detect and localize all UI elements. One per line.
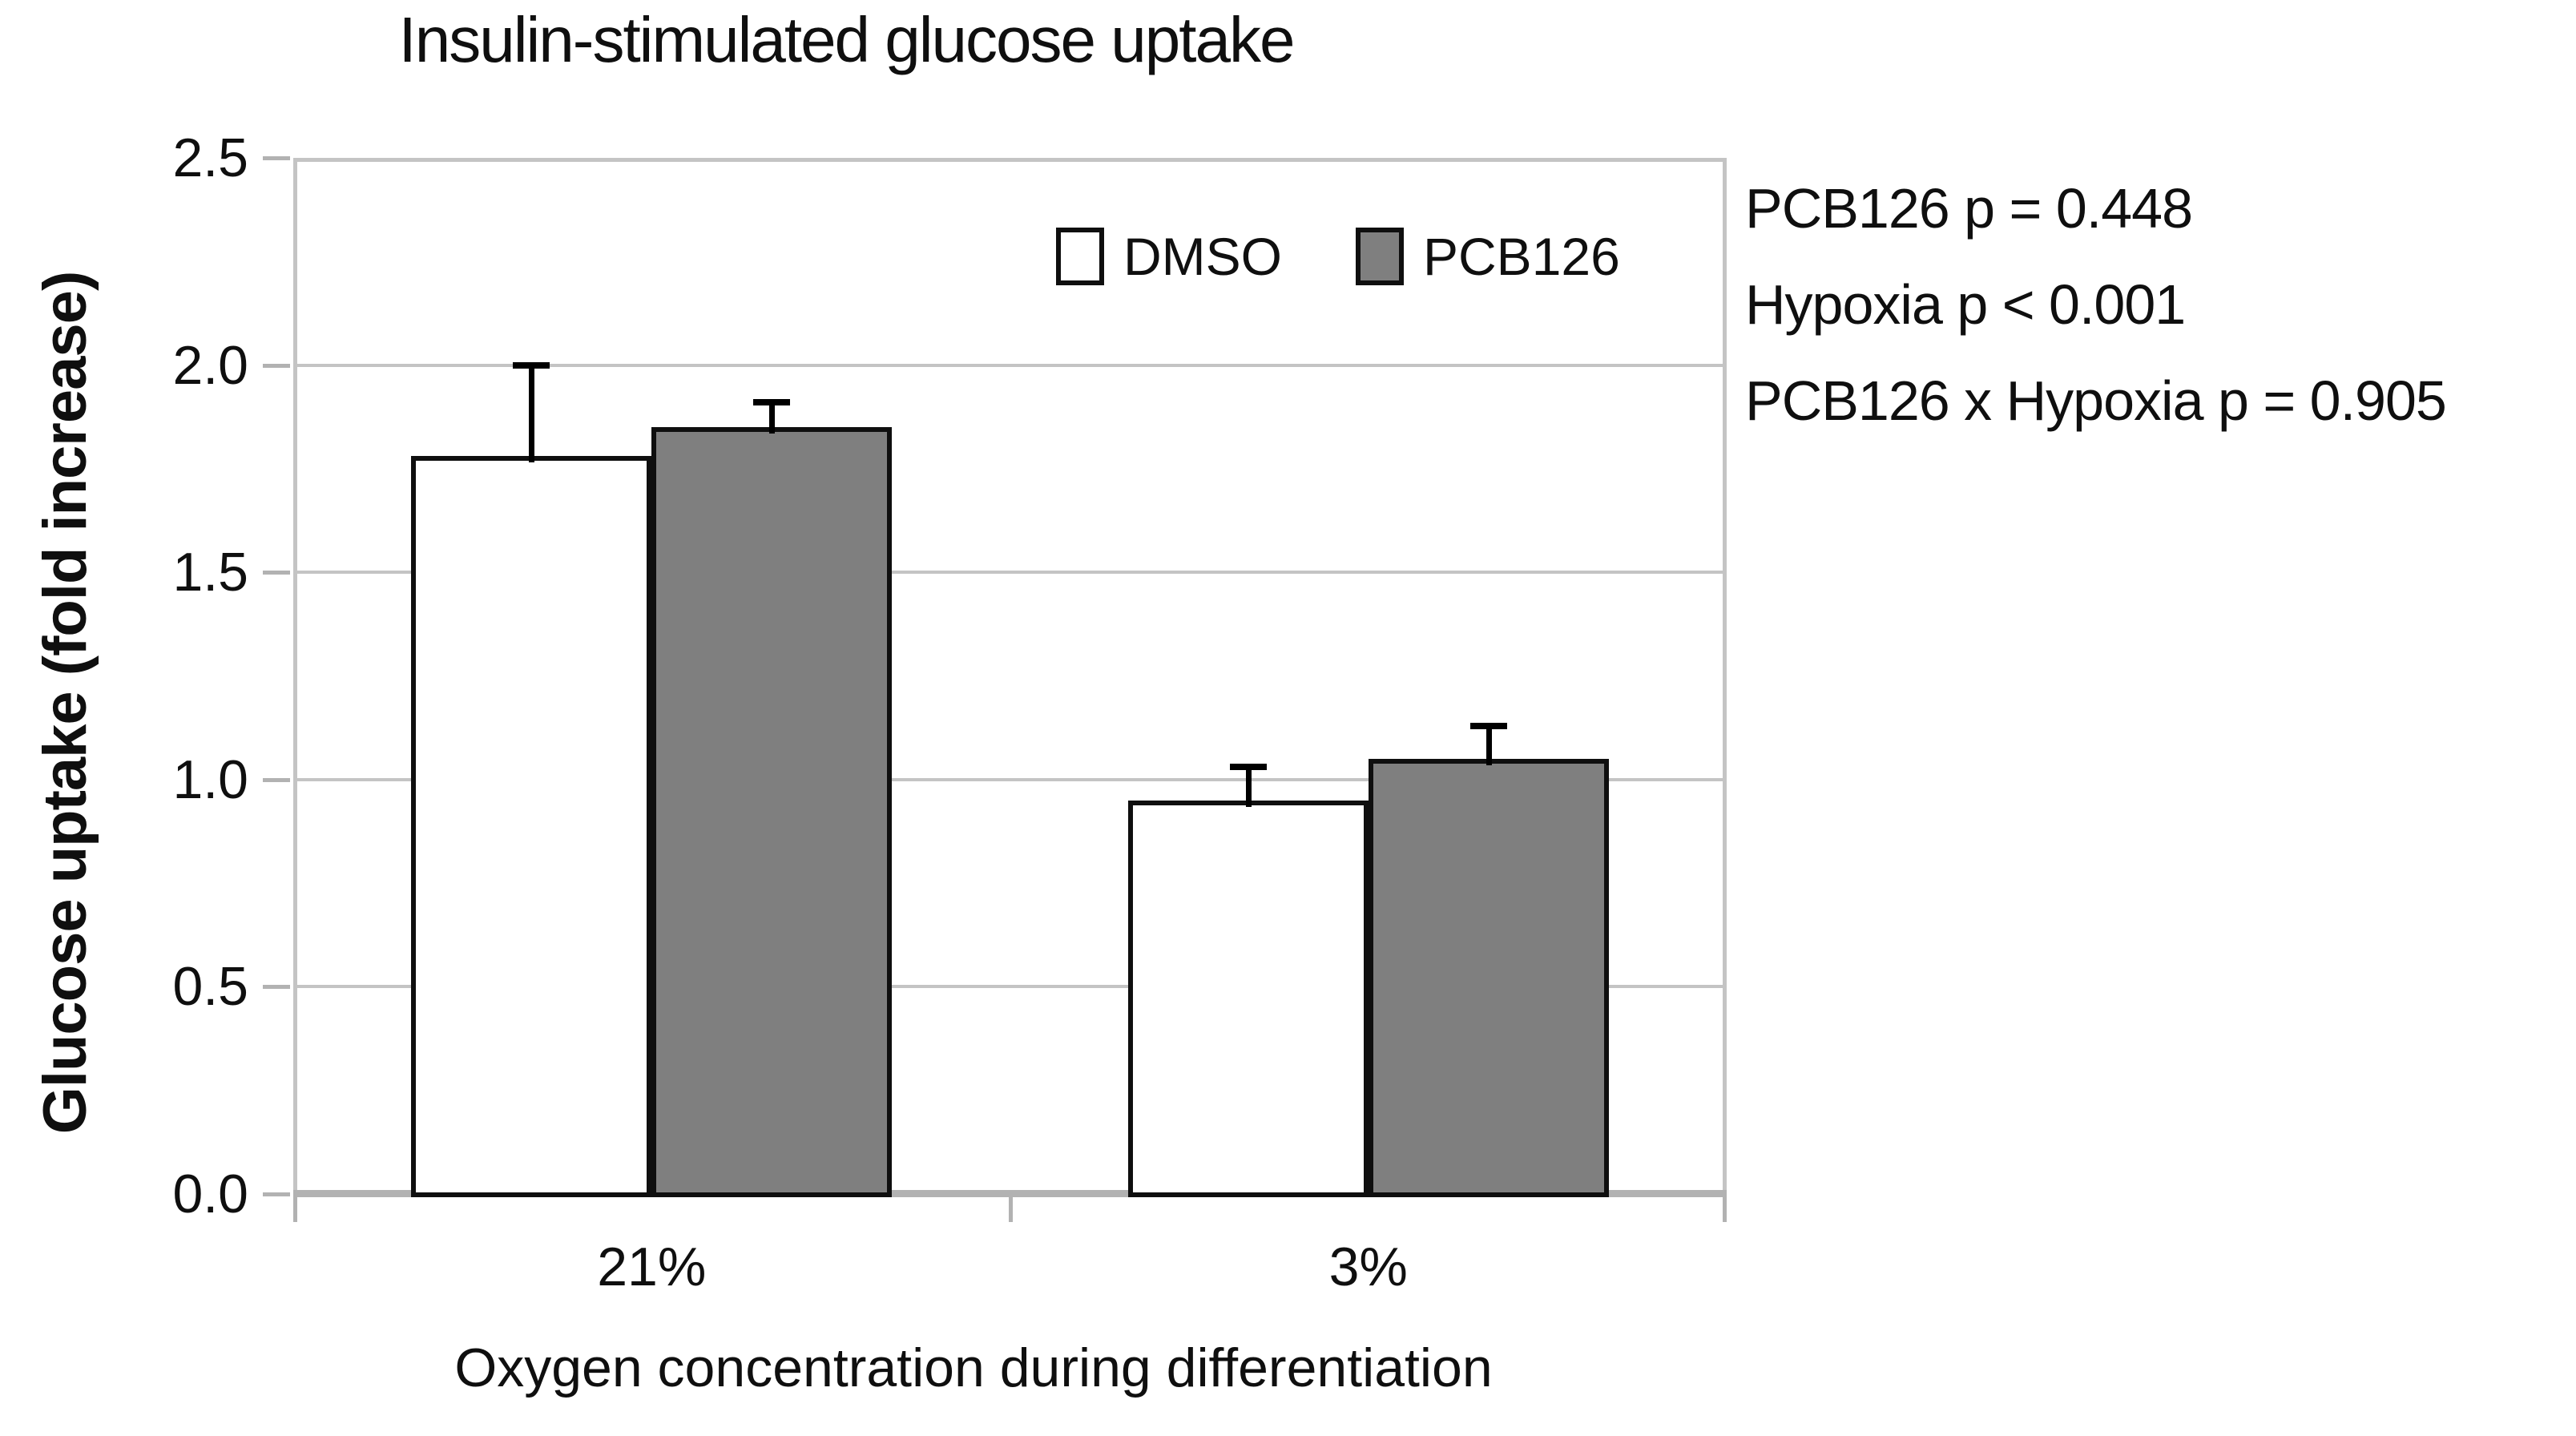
y-axis-tick: [263, 363, 290, 368]
y-axis-tick: [263, 156, 290, 160]
stat-line: PCB126 x Hypoxia p = 0.905: [1745, 369, 2447, 432]
y-tick-label: 0.5: [172, 956, 248, 1018]
error-bar-dmso21: [529, 365, 535, 463]
plot-border-left: [293, 158, 297, 1194]
y-tick-label: 0.0: [172, 1164, 248, 1224]
legend-label: DMSO: [1123, 227, 1282, 286]
y-tick-label: 1.0: [172, 748, 248, 810]
bar-dmso3: [1127, 800, 1369, 1197]
x-axis-line: [293, 1190, 1727, 1197]
x-axis-tick: [1008, 1196, 1013, 1222]
x-tick-label: 21%: [597, 1236, 707, 1297]
error-bar-cap-pcb12621: [753, 399, 791, 406]
stats-annotations: PCB126 p = 0.448 Hypoxia p < 0.001 PCB126 …: [1745, 160, 2447, 449]
error-bar-cap-dmso21: [513, 361, 550, 369]
plot-border-right: [1723, 158, 1727, 1194]
chart-title: Insulin-stimulated glucose uptake: [398, 4, 1296, 75]
y-axis-tick: [263, 571, 290, 575]
y-tick-label: 1.5: [172, 542, 248, 603]
y-axis-tick: [263, 777, 290, 782]
plot-border-top: [293, 158, 1727, 162]
y-axis-tick: [263, 985, 290, 990]
legend-label: PCB126: [1423, 227, 1620, 286]
error-bar-pcb1263: [1486, 725, 1492, 765]
error-bar-cap-dmso3: [1229, 764, 1267, 771]
stat-line: PCB126 p = 0.448: [1745, 177, 2193, 240]
legend: DMSO PCB126: [1056, 226, 1620, 287]
bar-dmso21: [411, 456, 652, 1197]
bar-pcb1263: [1368, 758, 1609, 1197]
legend-swatch-pcb126: [1356, 228, 1404, 285]
y-tick-label: 2.5: [172, 127, 248, 188]
gridline: [293, 363, 1727, 367]
x-tick-label: 3%: [1328, 1236, 1408, 1297]
stat-line: Hypoxia p < 0.001: [1745, 273, 2186, 336]
x-axis-title: Oxygen concentration during differentiat…: [454, 1337, 1493, 1398]
plot-area: [263, 156, 1727, 1222]
legend-item-dmso: DMSO: [1056, 226, 1282, 287]
gridline: [293, 571, 1727, 575]
error-bar-cap-pcb1263: [1469, 722, 1507, 729]
legend-item-pcb126: PCB126: [1356, 226, 1620, 287]
legend-swatch-dmso: [1056, 228, 1104, 285]
y-axis-tick: [263, 1192, 290, 1196]
error-bar-pcb12621: [769, 402, 776, 434]
x-axis-tick: [1723, 1196, 1727, 1222]
gridline: [293, 777, 1727, 781]
gridline: [293, 985, 1727, 989]
x-axis-tick: [293, 1196, 297, 1222]
error-bar-dmso3: [1245, 767, 1252, 807]
y-axis-title: Glucose uptake (fold increase): [31, 271, 99, 1135]
y-tick-label: 2.0: [172, 334, 248, 396]
bar-pcb12621: [651, 427, 893, 1197]
